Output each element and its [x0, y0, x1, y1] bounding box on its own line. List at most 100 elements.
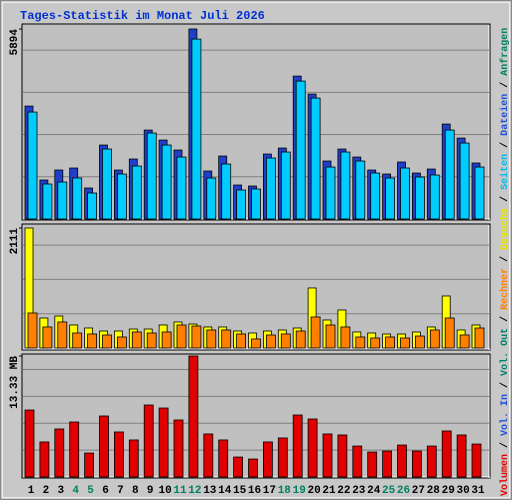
bar	[87, 333, 97, 349]
bar	[117, 173, 127, 220]
x-tick-label: 27	[412, 485, 425, 497]
bar	[385, 336, 396, 349]
x-tick-label: 19	[293, 485, 306, 497]
bar	[191, 38, 202, 220]
x-tick-label: 30	[456, 485, 469, 497]
bar	[265, 334, 276, 349]
x-tick-label: 24	[367, 485, 381, 497]
bar	[474, 327, 485, 349]
bar	[337, 434, 348, 478]
bar	[471, 443, 482, 478]
x-tick-label: 22	[337, 485, 350, 497]
legend-separator: /	[499, 436, 511, 454]
bar	[340, 326, 351, 349]
bar	[429, 329, 440, 349]
x-tick-label: 9	[147, 485, 154, 497]
bar	[102, 334, 112, 349]
bar	[102, 148, 112, 220]
bar	[325, 324, 336, 349]
bar	[325, 166, 336, 220]
bar	[414, 176, 425, 220]
bar	[221, 163, 232, 220]
legend-entry: Vol. In	[499, 394, 511, 436]
bar	[251, 188, 261, 220]
bar	[262, 441, 273, 478]
bar	[42, 326, 53, 349]
bar	[307, 418, 318, 478]
bar	[414, 335, 425, 349]
bar	[72, 177, 83, 220]
bar	[24, 409, 35, 478]
bar	[444, 129, 455, 220]
bar	[42, 183, 53, 220]
bar	[218, 439, 229, 478]
bar	[385, 177, 396, 220]
bar	[84, 452, 94, 478]
bar	[251, 338, 261, 349]
bar	[131, 331, 142, 349]
x-tick-label: 12	[188, 485, 201, 497]
x-tick-label: 1	[28, 485, 35, 497]
bar	[128, 439, 139, 478]
x-tick-label: 18	[278, 485, 292, 497]
chart-title: Tages-Statistik im Monat Juli 2026	[20, 9, 265, 23]
bar	[236, 333, 247, 349]
legend-entry: Rechner	[499, 268, 511, 310]
bar	[206, 329, 217, 349]
bar	[221, 329, 232, 349]
bar	[280, 333, 291, 349]
x-tick-label: 10	[158, 485, 171, 497]
bar	[57, 321, 68, 349]
x-tick-label: 25	[382, 485, 396, 497]
bar	[161, 144, 172, 220]
bar	[295, 330, 306, 349]
y-tick-label: 13.33 MB	[9, 356, 21, 409]
x-tick-label: 16	[248, 485, 261, 497]
bar	[176, 156, 187, 220]
bar	[355, 336, 366, 349]
bar	[459, 142, 470, 220]
bar	[265, 157, 276, 220]
bar	[161, 331, 172, 349]
bar	[72, 332, 83, 349]
y-tick-label: 2111	[9, 228, 21, 255]
bar	[188, 355, 199, 478]
legend-entry: Seiten	[499, 154, 511, 190]
bar	[27, 312, 38, 349]
bar	[295, 80, 306, 220]
bar	[441, 430, 452, 478]
legend-separator: /	[499, 76, 511, 94]
bar	[397, 444, 407, 478]
bar	[367, 451, 378, 478]
bar	[114, 431, 124, 478]
bar	[411, 450, 422, 478]
x-tick-label: 26	[397, 485, 410, 497]
bar	[426, 445, 437, 478]
bar	[54, 428, 65, 478]
legend: Volumen / Vol. In / Vol. Out / Rechner /…	[499, 28, 511, 496]
legend-separator: /	[499, 136, 511, 154]
legend-separator: /	[499, 250, 511, 268]
bar	[146, 132, 157, 220]
bar	[277, 437, 288, 478]
bar	[99, 415, 109, 478]
bar	[39, 441, 50, 478]
bar	[310, 97, 321, 220]
bar	[173, 419, 184, 478]
bar	[131, 165, 142, 220]
x-tick-label: 17	[263, 485, 276, 497]
legend-entry: Dateien	[499, 94, 511, 136]
x-tick-label: 20	[307, 485, 320, 497]
bar	[176, 324, 187, 349]
bar	[459, 334, 470, 349]
bar	[69, 421, 80, 478]
x-tick-label: 8	[132, 485, 139, 497]
bar	[382, 450, 393, 478]
legend-entry: Besuche	[499, 208, 511, 250]
x-tick-label: 31	[471, 485, 485, 497]
legend-separator: /	[499, 190, 511, 208]
x-tick-label: 5	[87, 485, 94, 497]
x-tick-label: 4	[72, 485, 79, 497]
